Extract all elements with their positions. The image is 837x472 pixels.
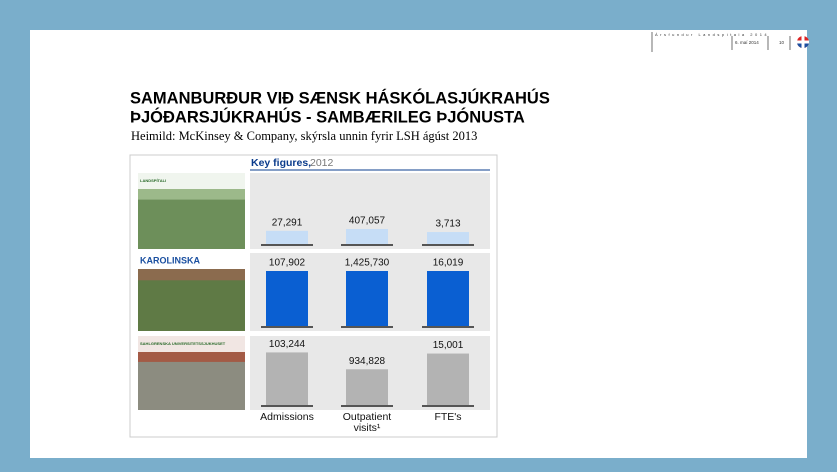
header-event: Ársfundur Landspítala 2014 [655, 32, 769, 37]
category-label: Admissions [252, 412, 322, 423]
chart-subtitle: 2012 [310, 157, 334, 169]
logo [797, 36, 809, 48]
title-line: ÞJÓÐARSJÚKRAHÚS - SAMBÆRILEG ÞJÓNUSTA [130, 107, 525, 126]
source: Heimild: McKinsey & Company, skýrsla unn… [131, 129, 477, 143]
bar [346, 271, 388, 327]
value-label: 1,425,730 [345, 258, 390, 269]
value-label: 934,828 [349, 356, 386, 367]
value-label: 3,713 [435, 219, 460, 230]
category-label: FTE's [413, 412, 483, 423]
value-label: 15,001 [433, 340, 464, 351]
header-page: 10 [779, 40, 785, 45]
hospital-name: SAHLGRENSKA UNIVERSITETSSJUKHUSET [140, 341, 226, 346]
value-label: 107,902 [269, 258, 306, 269]
bar [427, 232, 469, 245]
value-label: 16,019 [433, 258, 464, 269]
chart-title: Key figures, [251, 157, 311, 169]
slide-canvas: Ársfundur Landspítala 2014 6. maí 2014 1… [0, 0, 837, 472]
bar [346, 369, 388, 406]
bar [266, 352, 308, 406]
header-date: 6. maí 2014 [735, 40, 759, 45]
bar [427, 354, 469, 406]
value-label: 27,291 [272, 217, 303, 228]
title-line: SAMANBURÐUR VIÐ SÆNSK HÁSKÓLASJÚKRAHÚS [130, 88, 550, 107]
bar [266, 271, 308, 327]
bar [427, 271, 469, 327]
value-label: 407,057 [349, 216, 386, 227]
bar [346, 229, 388, 245]
hospital-name: KAROLINSKA [140, 255, 200, 265]
hospital-name: LANDSPÍTALI [140, 178, 166, 183]
bar [266, 231, 308, 245]
category-label: Outpatient visits¹ [332, 412, 402, 434]
slide: Ársfundur Landspítala 2014 6. maí 2014 1… [0, 0, 837, 472]
value-label: 103,244 [269, 339, 306, 350]
